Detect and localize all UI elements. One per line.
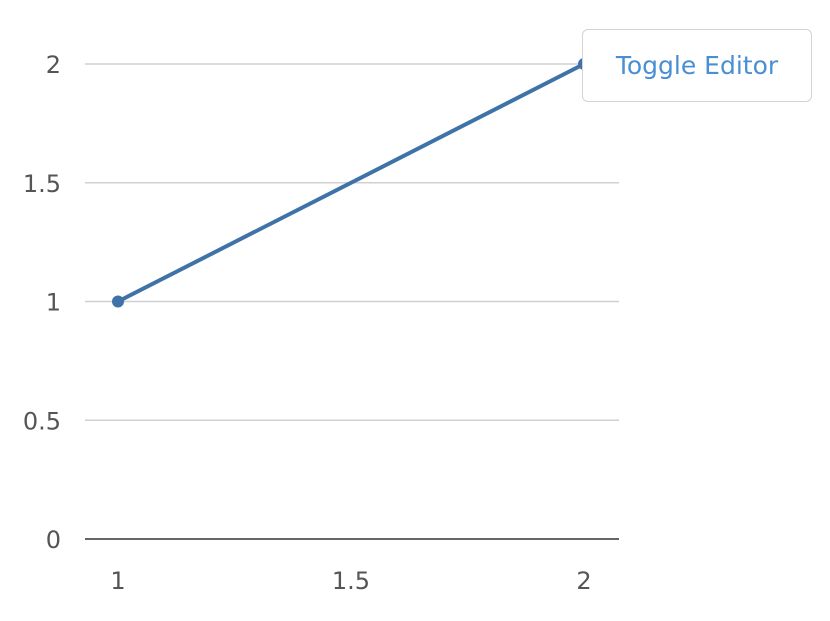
gridlines [85, 63, 619, 421]
y-tick-label: 0 [46, 526, 61, 554]
y-tick-label: 1 [46, 289, 61, 317]
y-axis-tick-labels: 0 0.5 1 1.5 2 [23, 51, 61, 554]
x-tick-label: 2 [576, 567, 591, 595]
x-tick-label: 1.5 [332, 567, 370, 595]
x-tick-label: 1 [110, 567, 125, 595]
data-point [112, 295, 124, 308]
y-tick-label: 1.5 [23, 170, 61, 198]
series-line [116, 62, 586, 304]
y-tick-label: 2 [46, 51, 61, 79]
toggle-editor-button[interactable]: Toggle Editor [582, 29, 812, 102]
x-axis-tick-labels: 1 1.5 2 [110, 567, 591, 595]
y-tick-label: 0.5 [23, 407, 61, 435]
